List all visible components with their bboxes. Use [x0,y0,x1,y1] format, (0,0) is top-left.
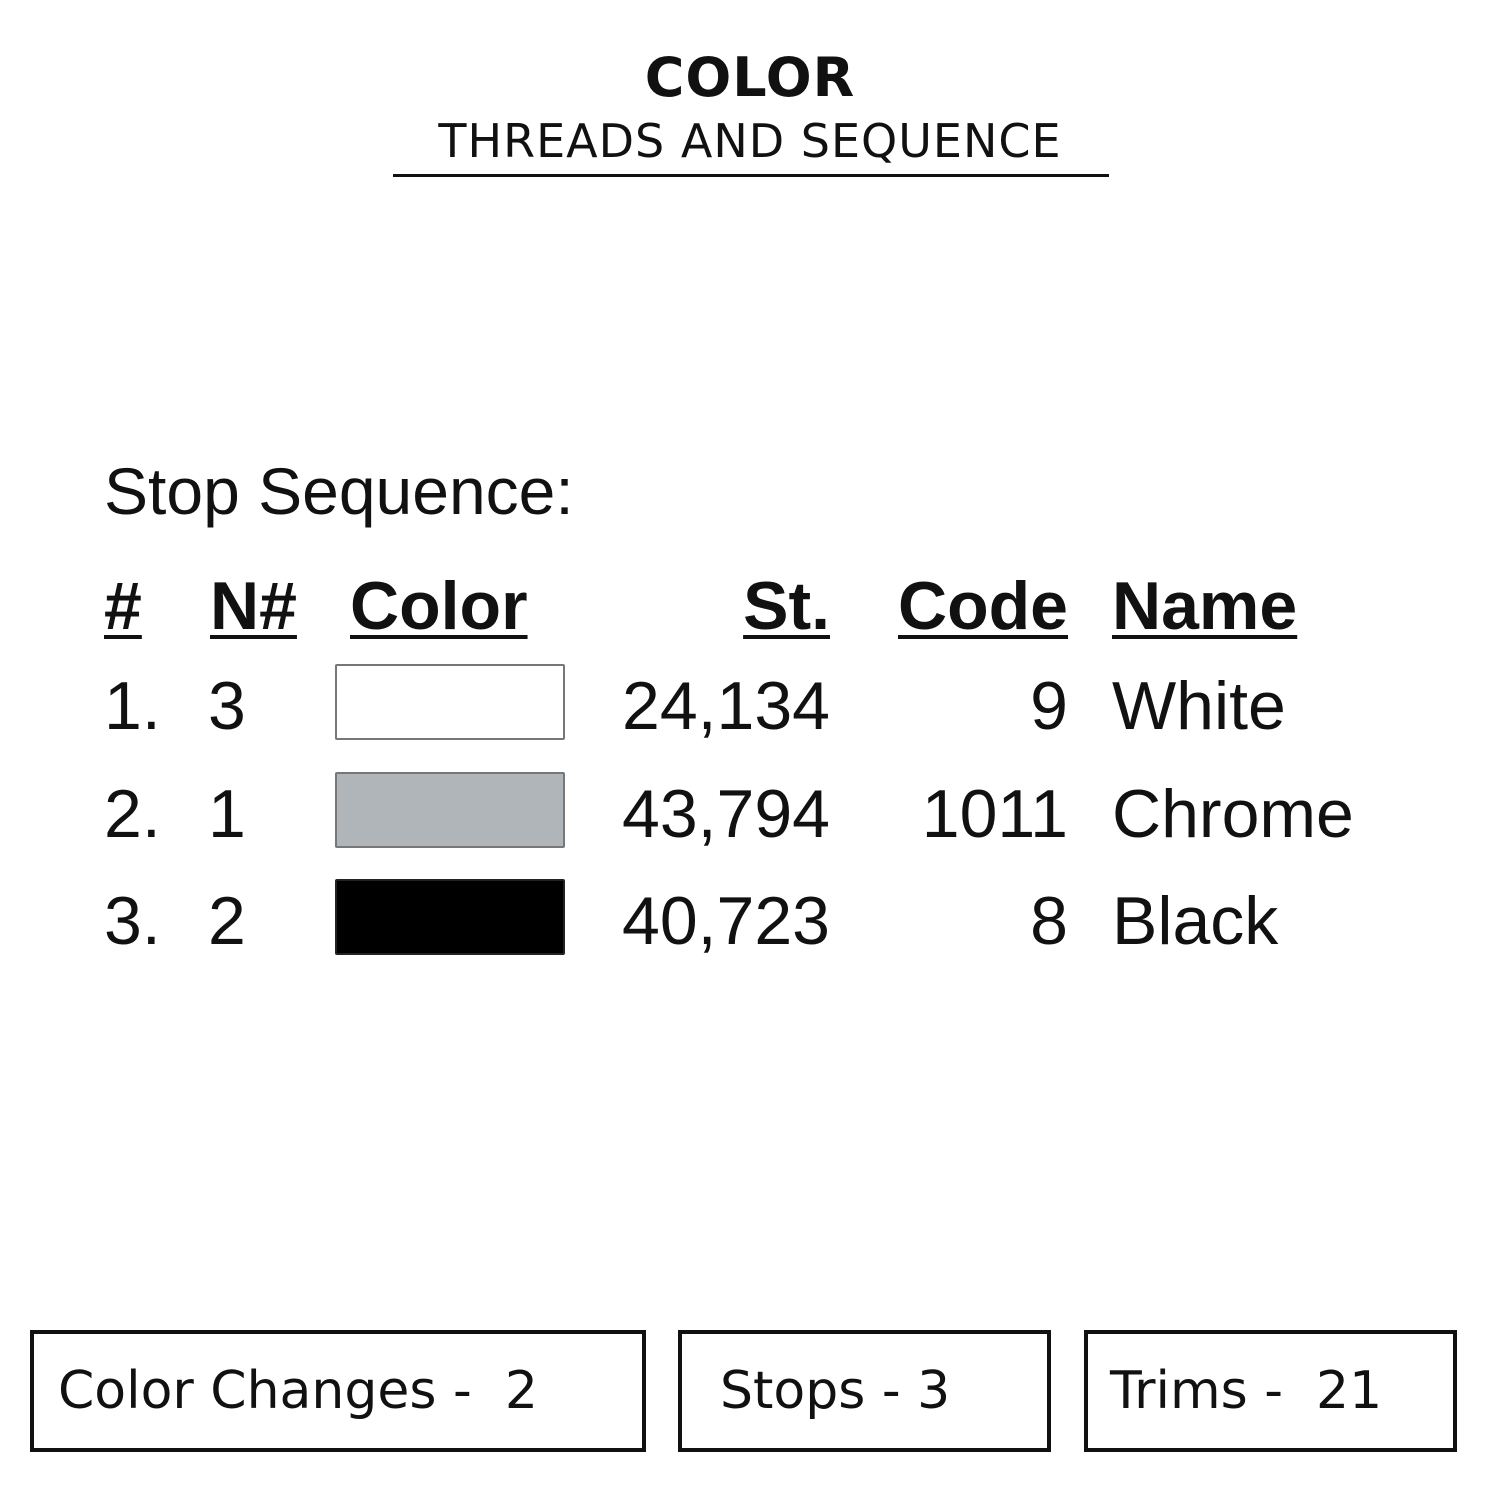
color-swatch [335,772,565,848]
column-header-color: Color [350,568,528,644]
row-code: 9 [1030,668,1068,744]
page-title: COLOR [644,46,856,109]
row-number: 1. [104,668,161,744]
row-code: 8 [1030,883,1068,959]
color-changes-box: Color Changes - 2 [30,1330,646,1452]
page-subtitle: THREADS AND SEQUENCE [438,114,1062,168]
title-divider [393,174,1109,177]
row-number: 3. [104,883,161,959]
column-header-name: Name [1112,568,1298,644]
color-swatch [335,664,565,740]
column-header-stitches: St. [743,568,830,644]
row-name: Black [1112,883,1279,959]
row-needle: 3 [208,668,246,744]
stops-box: Stops - 3 [678,1330,1051,1452]
trims-box: Trims - 21 [1084,1330,1457,1452]
row-needle: 1 [208,776,246,852]
row-stitches: 40,723 [622,883,830,959]
row-code: 1011 [921,776,1068,852]
stop-sequence-heading: Stop Sequence: [104,454,574,528]
stops-label: Stops - 3 [720,1361,951,1421]
row-needle: 2 [208,883,246,959]
column-header-needle: N# [210,568,297,644]
color-swatch [335,879,565,955]
color-changes-label: Color Changes - 2 [58,1361,538,1421]
row-name: Chrome [1112,776,1354,852]
column-header-number: # [104,568,142,644]
row-stitches: 43,794 [622,776,830,852]
row-number: 2. [104,776,161,852]
trims-label: Trims - 21 [1110,1361,1383,1421]
column-header-code: Code [898,568,1068,644]
row-name: White [1112,668,1286,744]
row-stitches: 24,134 [622,668,830,744]
